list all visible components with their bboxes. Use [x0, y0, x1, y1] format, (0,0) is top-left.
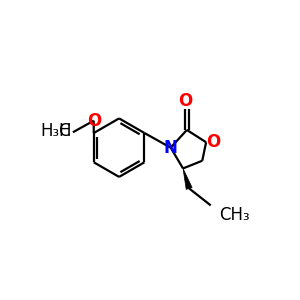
Text: O: O	[206, 133, 220, 151]
Text: O: O	[87, 112, 102, 130]
Polygon shape	[183, 168, 192, 189]
Text: N: N	[164, 139, 178, 157]
Text: CH₃: CH₃	[219, 206, 250, 224]
Text: O: O	[178, 92, 192, 110]
Text: H: H	[59, 122, 71, 140]
Text: H₃C: H₃C	[41, 122, 71, 140]
